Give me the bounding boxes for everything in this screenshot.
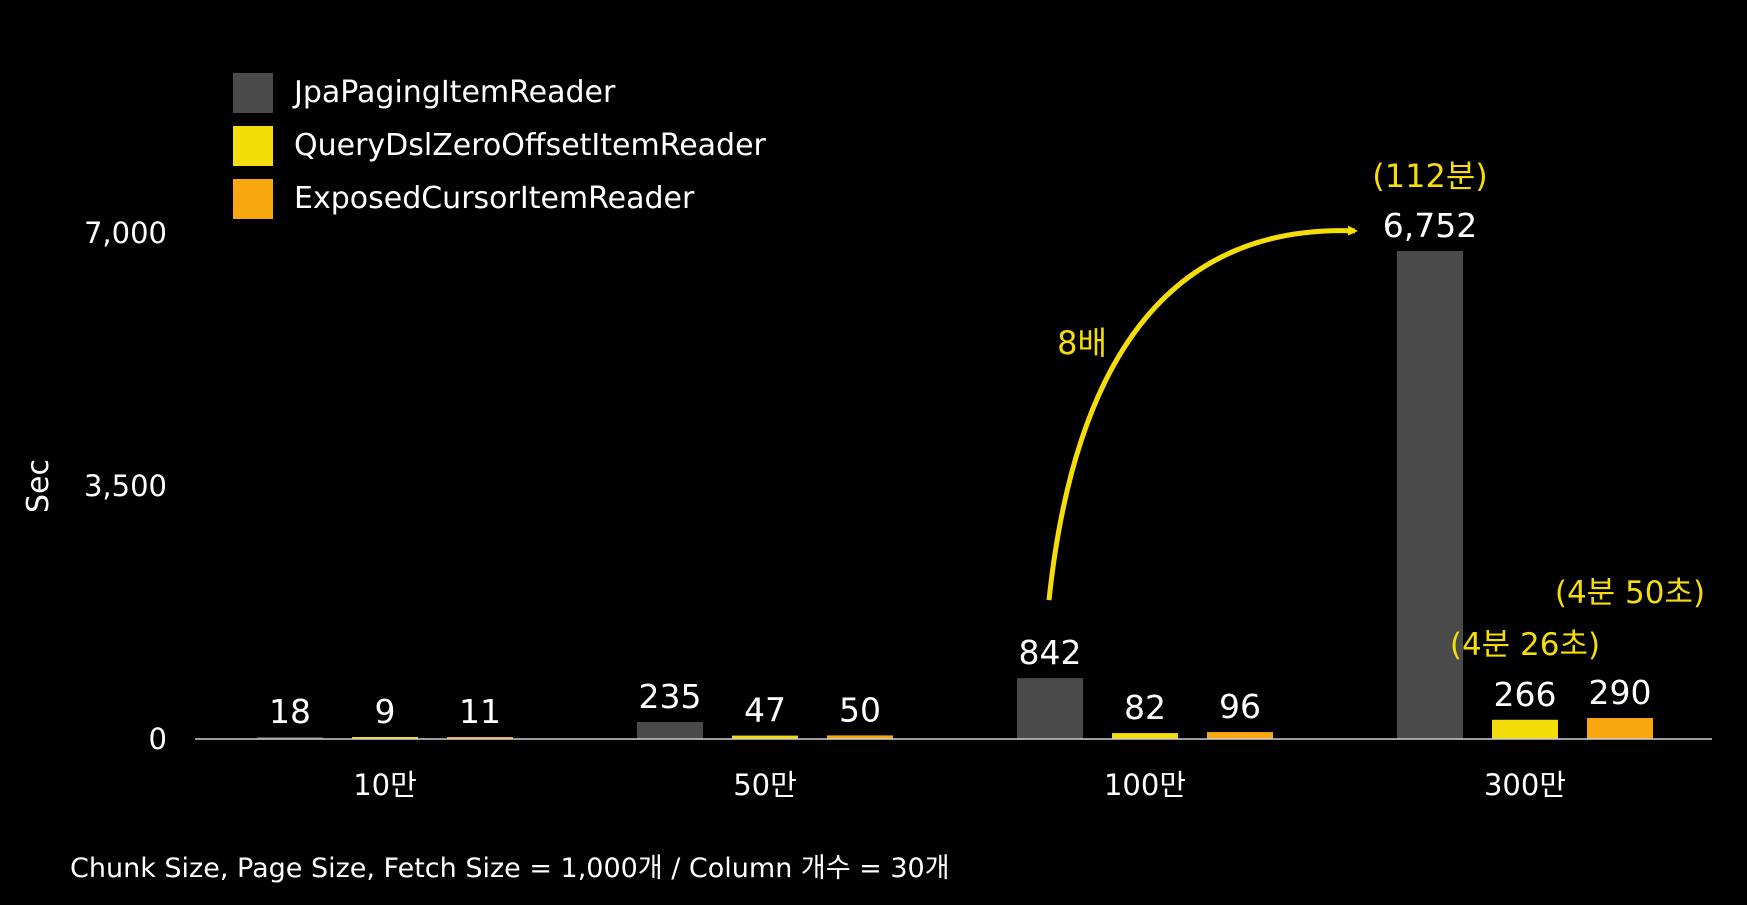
x-tick-label: 50만	[733, 768, 797, 802]
bar	[1017, 678, 1083, 739]
x-tick-label: 300만	[1484, 768, 1566, 802]
bar-value-label: 842	[1019, 633, 1082, 672]
bar	[1397, 250, 1463, 739]
legend-item-jpa: JpaPagingItemReader	[233, 66, 766, 119]
y-axis: 0 3,500 7,000 Sec	[21, 216, 167, 756]
y-tick-label: 3,500	[84, 469, 167, 503]
exposed-300-time-label: (4분 50초)	[1555, 575, 1705, 611]
y-tick-label: 0	[149, 722, 167, 756]
bar-value-label: 96	[1219, 687, 1261, 726]
bar-value-label: 290	[1589, 673, 1652, 712]
bar	[352, 737, 418, 739]
bar-value-label: 9	[375, 692, 396, 731]
legend-swatch-querydsl	[233, 125, 273, 166]
legend-swatch-jpa	[233, 72, 273, 113]
querydsl-300-time-label: (4분 26초)	[1450, 627, 1600, 663]
y-axis-title: Sec	[21, 459, 56, 513]
bar-value-label: 50	[839, 690, 881, 729]
bar-value-label: 82	[1124, 688, 1166, 727]
bar-value-label: 266	[1494, 675, 1557, 714]
bar	[447, 737, 513, 739]
bar	[257, 737, 323, 739]
bar-value-label: 235	[639, 677, 702, 716]
footnote: Chunk Size, Page Size, Fetch Size = 1,00…	[70, 853, 950, 884]
growth-label: 8배	[1057, 324, 1107, 362]
x-tick-label: 100만	[1104, 768, 1186, 802]
legend-label-jpa: JpaPagingItemReader	[294, 75, 616, 110]
bar	[637, 722, 703, 739]
bars-group	[257, 250, 1653, 739]
y-tick-label: 7,000	[84, 216, 167, 250]
bar	[1492, 719, 1558, 739]
bar	[1112, 733, 1178, 739]
jpa-300-time-label: (112분)	[1372, 157, 1488, 195]
legend-swatch-exposed	[233, 178, 273, 219]
bar-value-label: 47	[744, 691, 786, 730]
value-labels-group: 18 9 11 235 47 50 842 82 96 6,752 266 290	[269, 206, 1652, 731]
x-tick-label: 10만	[353, 768, 417, 802]
legend-item-querydsl: QueryDslZeroOffsetItemReader	[233, 119, 766, 172]
bar	[732, 735, 798, 739]
legend-label-exposed: ExposedCursorItemReader	[294, 181, 695, 216]
annotations-group: 8배 (112분) (4분 26초) (4분 50초)	[1046, 157, 1705, 663]
x-axis: 10만 50만 100만 300만	[195, 738, 1712, 802]
legend-label-querydsl: QueryDslZeroOffsetItemReader	[294, 128, 766, 163]
bar	[827, 735, 893, 739]
growth-arrow	[1046, 225, 1358, 601]
legend: JpaPagingItemReader QueryDslZeroOffsetIt…	[233, 66, 766, 225]
bar	[1207, 732, 1273, 739]
legend-item-exposed: ExposedCursorItemReader	[233, 172, 766, 225]
bar-value-label: 11	[459, 692, 501, 731]
bar-value-label: 6,752	[1383, 206, 1477, 245]
bar	[1587, 718, 1653, 739]
bar-value-label: 18	[269, 692, 311, 731]
